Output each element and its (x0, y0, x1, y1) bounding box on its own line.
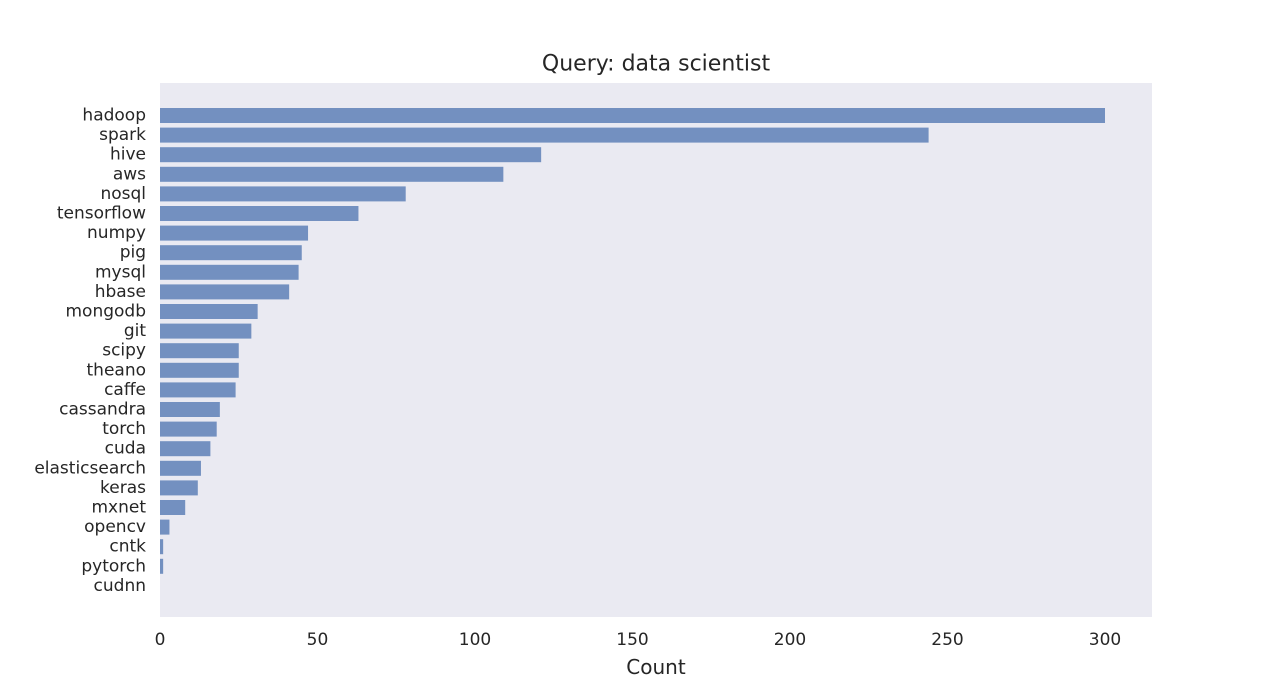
bar-hbase (160, 284, 290, 300)
y-tick-label-keras: keras (100, 478, 146, 498)
y-tick-label-cntk: cntk (109, 537, 146, 557)
y-tick-label-torch: torch (102, 419, 146, 439)
bar-elasticsearch (160, 460, 201, 476)
y-tick-label-hbase: hbase (95, 282, 146, 302)
y-tick-label-theano: theano (87, 360, 147, 380)
bar-aws (160, 166, 504, 182)
bar-theano (160, 362, 239, 378)
y-tick-label-cuda: cuda (105, 439, 146, 459)
bar-cntk (160, 539, 164, 555)
bar-mxnet (160, 500, 186, 515)
y-tick-label-hive: hive (110, 145, 146, 165)
y-tick-label-aws: aws (113, 164, 146, 184)
bar-pig (160, 245, 302, 261)
bar-opencv (160, 519, 170, 535)
y-tick-label-caffe: caffe (104, 380, 146, 400)
y-tick-label-git: git (124, 321, 147, 341)
bar-tensorflow (160, 206, 359, 221)
bar-nosql (160, 186, 406, 202)
x-axis-label: Count (626, 655, 686, 679)
y-tick-label-mongodb: mongodb (65, 302, 146, 322)
y-tick-label-opencv: opencv (84, 517, 146, 537)
x-tick-label-300: 300 (1089, 630, 1121, 650)
plot-area (160, 83, 1152, 617)
x-tick-label-200: 200 (774, 630, 806, 650)
bar-mongodb (160, 304, 258, 319)
y-tick-label-mysql: mysql (95, 262, 146, 282)
bar-hadoop (160, 108, 1105, 123)
x-tick-label-250: 250 (931, 630, 963, 650)
y-tick-label-numpy: numpy (87, 223, 146, 243)
x-tick-label-50: 50 (307, 630, 329, 650)
bar-numpy (160, 225, 309, 241)
y-tick-label-scipy: scipy (102, 341, 146, 361)
bars-group (160, 108, 1105, 574)
x-tick-label-0: 0 (155, 630, 166, 650)
bar-scipy (160, 343, 239, 359)
y-tick-label-tensorflow: tensorflow (57, 204, 146, 224)
bar-pytorch (160, 558, 164, 574)
y-tick-label-mxnet: mxnet (91, 498, 146, 518)
y-tick-labels: hadoopsparkhiveawsnosqltensorflownumpypi… (34, 106, 146, 596)
chart-title: Query: data scientist (542, 52, 771, 77)
y-tick-label-cassandra: cassandra (59, 400, 146, 420)
bar-torch (160, 421, 217, 437)
bar-cuda (160, 441, 211, 457)
x-tick-label-100: 100 (459, 630, 491, 650)
bar-caffe (160, 382, 236, 398)
y-tick-label-nosql: nosql (100, 184, 146, 204)
bar-cassandra (160, 402, 220, 417)
y-tick-label-hadoop: hadoop (82, 106, 146, 126)
y-tick-label-pytorch: pytorch (81, 556, 146, 576)
y-tick-label-spark: spark (99, 125, 146, 145)
bar-hive (160, 147, 542, 163)
x-tick-labels: 0 50 100 150 200 250 300 (155, 630, 1122, 650)
bar-git (160, 323, 252, 339)
x-tick-label-150: 150 (616, 630, 648, 650)
y-tick-label-cudnn: cudnn (94, 576, 146, 596)
bar-keras (160, 480, 198, 496)
y-tick-label-elasticsearch: elasticsearch (34, 458, 146, 478)
bar-mysql (160, 264, 299, 280)
bar-spark (160, 127, 929, 143)
y-tick-label-pig: pig (120, 243, 146, 263)
